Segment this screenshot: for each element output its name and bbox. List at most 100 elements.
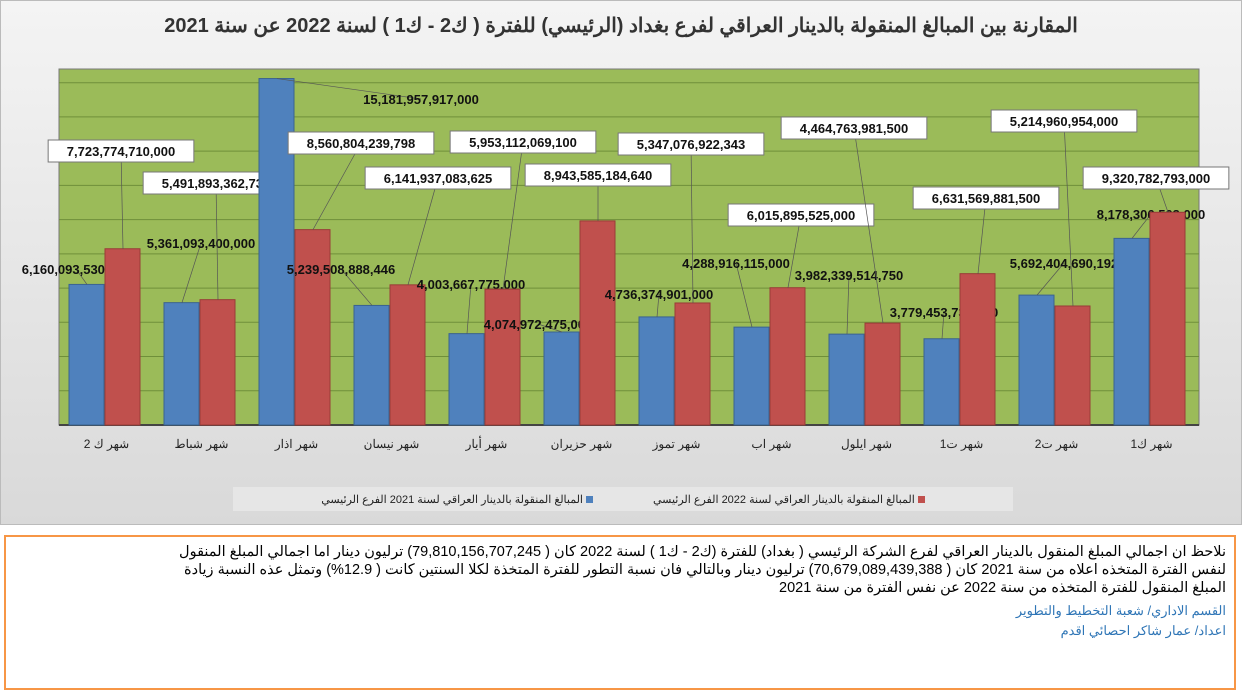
legend: المبالغ المنقولة بالدينار العراقي لسنة 2… xyxy=(233,487,1013,511)
label-bg xyxy=(128,233,274,253)
data-label-2022: 8,943,585,184,640 xyxy=(544,168,652,183)
department: القسم الاداري/ شعبة التخطيط والتطوير xyxy=(1015,603,1226,618)
x-tick-label: شهر ك 2 xyxy=(84,437,129,451)
data-label-2022: 5,347,076,922,343 xyxy=(637,137,745,152)
leader-line xyxy=(502,141,524,290)
bar-2021 xyxy=(828,333,865,426)
x-tick-label: شهر شباط xyxy=(175,437,229,451)
bar-2021 xyxy=(543,331,580,426)
bar-2021 xyxy=(68,283,105,426)
leader-line xyxy=(181,242,202,303)
bar-2022 xyxy=(484,288,521,426)
bar-2022 xyxy=(579,220,616,426)
leader-line xyxy=(690,143,694,303)
data-label-2022: 6,015,895,525,000 xyxy=(747,208,855,223)
data-label-box xyxy=(47,139,195,163)
leader-line xyxy=(656,293,660,317)
data-label-2022: 7,723,774,710,000 xyxy=(67,144,175,159)
leader-line xyxy=(1036,262,1065,296)
bar-2022 xyxy=(674,302,711,426)
data-label-2022: 5,953,112,069,100 xyxy=(469,135,577,150)
bar-2021 xyxy=(258,78,295,426)
data-label-2022: 6,631,569,881,500 xyxy=(932,191,1040,206)
leader-line xyxy=(312,142,362,230)
leader-line xyxy=(466,283,472,334)
data-label-2022: 5,214,960,954,000 xyxy=(1010,114,1118,129)
data-label-2021: 4,074,972,475,000 xyxy=(484,317,592,332)
leader-line xyxy=(75,268,88,285)
bar-2021 xyxy=(163,302,200,426)
note-line: لنفس الفترة المتخذه اعلاه من سنة 2021 كا… xyxy=(184,562,1226,578)
leader-line xyxy=(1063,120,1074,307)
bar-2021 xyxy=(1113,237,1150,426)
data-label-2022: 8,560,804,239,798 xyxy=(307,136,415,151)
data-label-2021: 15,181,957,917,000 xyxy=(363,92,479,107)
leader-line xyxy=(537,323,563,333)
bar-2021 xyxy=(353,304,390,426)
leader-line xyxy=(215,182,219,300)
bar-2022 xyxy=(104,248,141,426)
data-label-box xyxy=(1082,166,1230,190)
leader-line xyxy=(340,268,373,306)
bar-2022 xyxy=(769,287,806,426)
leader-line xyxy=(1131,213,1152,239)
leader-line xyxy=(407,177,439,285)
note-line: نلاحظ ان اجمالي المبلغ المنقول بالدينار … xyxy=(179,544,1226,560)
leader-line xyxy=(853,127,884,324)
data-label-box xyxy=(990,109,1138,133)
label-bg xyxy=(268,259,414,279)
data-label-box xyxy=(780,116,928,140)
bar-2022 xyxy=(959,273,996,426)
x-tick-label: شهر تموز xyxy=(652,437,701,451)
notes-box: نلاحظ ان اجمالي المبلغ المنقول بالدينار … xyxy=(4,535,1236,690)
leader-line xyxy=(120,150,124,249)
data-label-box xyxy=(727,203,875,227)
leader-line xyxy=(735,262,753,328)
bar-2022 xyxy=(1149,211,1186,426)
bar-chart: 6,160,093,530,000 7,723,774,710,000 شهر ك … xyxy=(22,68,1230,451)
legend-swatch-blue xyxy=(586,495,593,503)
data-label-box xyxy=(364,166,512,190)
x-tick-label: شهر أيار xyxy=(465,436,508,451)
legend-item-2021: المبالغ المنقولة بالدينار العراقي لسنة 2… xyxy=(321,493,593,506)
data-label-2022: 9,320,782,793,000 xyxy=(1102,171,1210,186)
data-label-2021: 4,288,916,115,000 xyxy=(682,256,790,271)
data-label-2022: 6,141,937,083,625 xyxy=(384,171,492,186)
label-bg xyxy=(776,265,922,285)
leader-line xyxy=(787,214,802,288)
data-label-2021: 6,160,093,530,000 xyxy=(22,262,130,277)
chart-title: المقارنة بين المبالغ المنقولة بالدينار ا… xyxy=(164,15,1078,37)
data-label-2022: 5,491,893,362,739 xyxy=(162,176,270,191)
bar-2022 xyxy=(389,284,426,426)
bar-2021 xyxy=(733,326,770,426)
bar-2022 xyxy=(199,299,236,426)
data-label-box xyxy=(287,131,435,155)
leader-line xyxy=(977,197,987,274)
data-label-box xyxy=(912,186,1060,210)
data-label-2021: 4,003,667,775,000 xyxy=(417,277,525,292)
leader-line xyxy=(941,311,945,339)
data-label-2021: 3,982,339,514,750 xyxy=(795,268,903,283)
bar-2022 xyxy=(1054,305,1091,426)
bar-2022 xyxy=(864,322,901,426)
label-bg xyxy=(398,274,544,294)
x-tick-label: شهر اب xyxy=(751,437,791,451)
legend-swatch-red xyxy=(917,495,925,503)
author: اعداد/ عمار شاكر احصائي اقدم xyxy=(1060,623,1226,638)
x-tick-label: شهر ايلول xyxy=(841,437,892,451)
legend-item-2022: المبالغ المنقولة بالدينار العراقي لسنة 2… xyxy=(653,493,925,506)
bar-2021 xyxy=(448,333,485,426)
bar-2022 xyxy=(294,229,331,426)
x-tick-label: شهر نيسان xyxy=(364,437,420,451)
legend-label: المبالغ المنقولة بالدينار العراقي لسنة 2… xyxy=(321,493,583,506)
leader-line xyxy=(276,78,422,100)
x-tick-label: شهر ت1 xyxy=(940,437,984,451)
data-label-2021: 4,736,374,901,000 xyxy=(605,287,713,302)
leader-line xyxy=(846,274,850,335)
label-bg xyxy=(344,89,498,109)
data-label-2021: 5,361,093,400,000 xyxy=(147,236,255,251)
bar-2021 xyxy=(1018,294,1055,426)
bar-2021 xyxy=(923,338,960,426)
data-label-box xyxy=(449,130,597,154)
data-label-box xyxy=(617,132,765,156)
